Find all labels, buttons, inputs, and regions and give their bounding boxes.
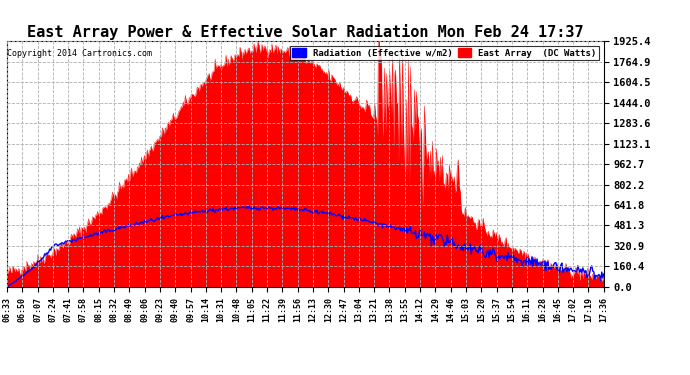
Text: Copyright 2014 Cartronics.com: Copyright 2014 Cartronics.com — [8, 49, 152, 58]
Title: East Array Power & Effective Solar Radiation Mon Feb 24 17:37: East Array Power & Effective Solar Radia… — [27, 24, 584, 40]
Legend: Radiation (Effective w/m2), East Array  (DC Watts): Radiation (Effective w/m2), East Array (… — [290, 46, 599, 60]
